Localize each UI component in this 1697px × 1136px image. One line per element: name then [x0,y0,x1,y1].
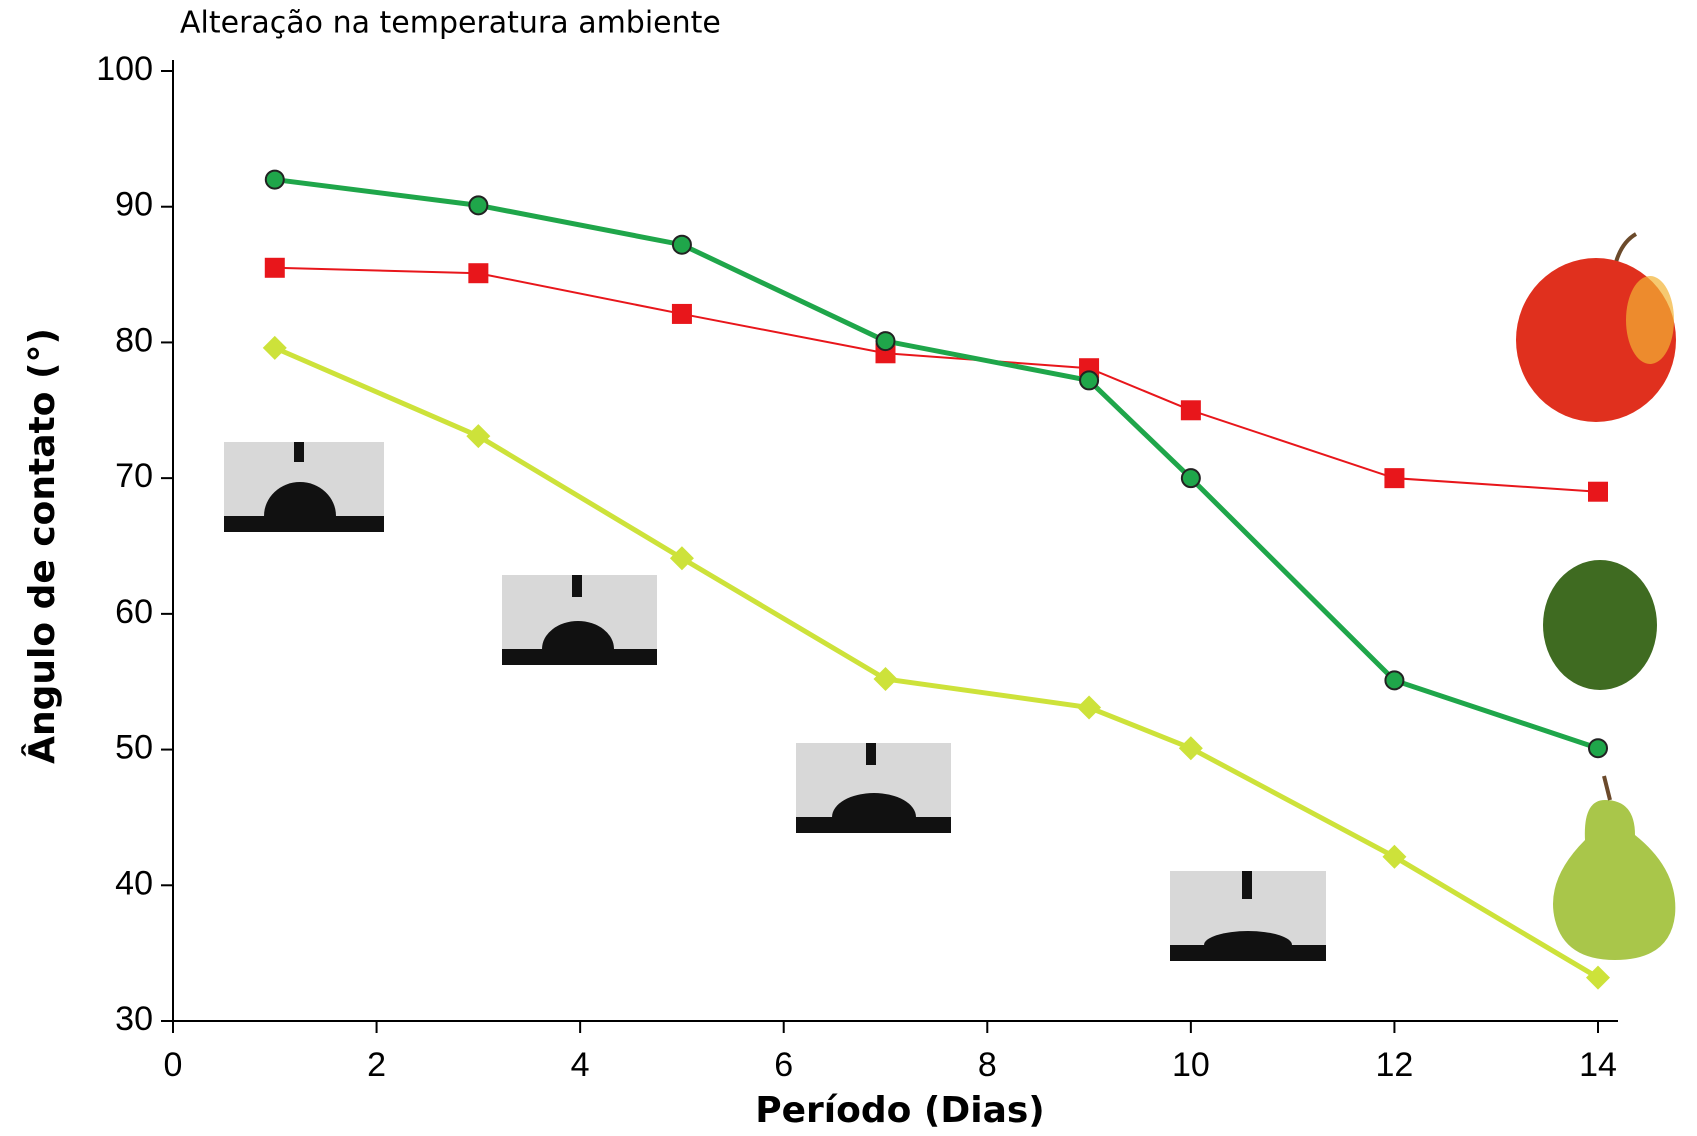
marker [1382,844,1407,869]
x-tick-label: 0 [164,1046,183,1084]
y-tick-label: 90 [115,186,153,224]
y-tick-label: 40 [115,864,153,902]
x-axis-title: Período (Dias) [755,1090,1045,1131]
marker [1586,965,1610,990]
marker [466,424,491,449]
series-line [274,266,1599,493]
marker [264,169,285,190]
x-tick-label: 10 [1172,1046,1210,1084]
marker [1077,695,1102,720]
marker [671,234,692,255]
marker [1384,670,1405,691]
marker [671,303,692,324]
marker [262,335,287,360]
x-tick-label: 8 [978,1046,997,1084]
y-tick-label: 60 [115,593,153,631]
x-tick-label: 6 [774,1046,793,1084]
fruit-images [1516,232,1676,960]
y-tick-label: 80 [115,321,153,359]
marker [1180,400,1201,421]
marker [1079,370,1100,391]
series-line [274,177,1599,751]
marker [1588,481,1608,502]
x-tick-label: 12 [1376,1046,1414,1084]
chart-title: Alteração na temperatura ambiente [180,6,721,41]
droplet-images [224,442,1326,961]
y-axis-title: Ângulo de contato (°) [21,328,63,764]
marker [1180,468,1201,489]
marker [264,257,285,278]
y-tick-label: 50 [115,729,153,767]
marker [468,263,489,284]
marker [873,667,898,691]
marker [669,546,694,571]
x-tick-label: 4 [571,1046,590,1084]
marker [875,331,896,352]
x-tick-label: 14 [1579,1046,1617,1084]
series-line [273,345,1600,980]
marker [1384,468,1405,489]
marker [468,195,489,216]
y-tick-label: 30 [115,1000,153,1038]
marker [1588,738,1608,759]
y-tick-label: 100 [96,50,153,88]
marker [1178,736,1203,761]
x-tick-label: 2 [367,1046,386,1084]
y-tick-label: 70 [115,457,153,495]
